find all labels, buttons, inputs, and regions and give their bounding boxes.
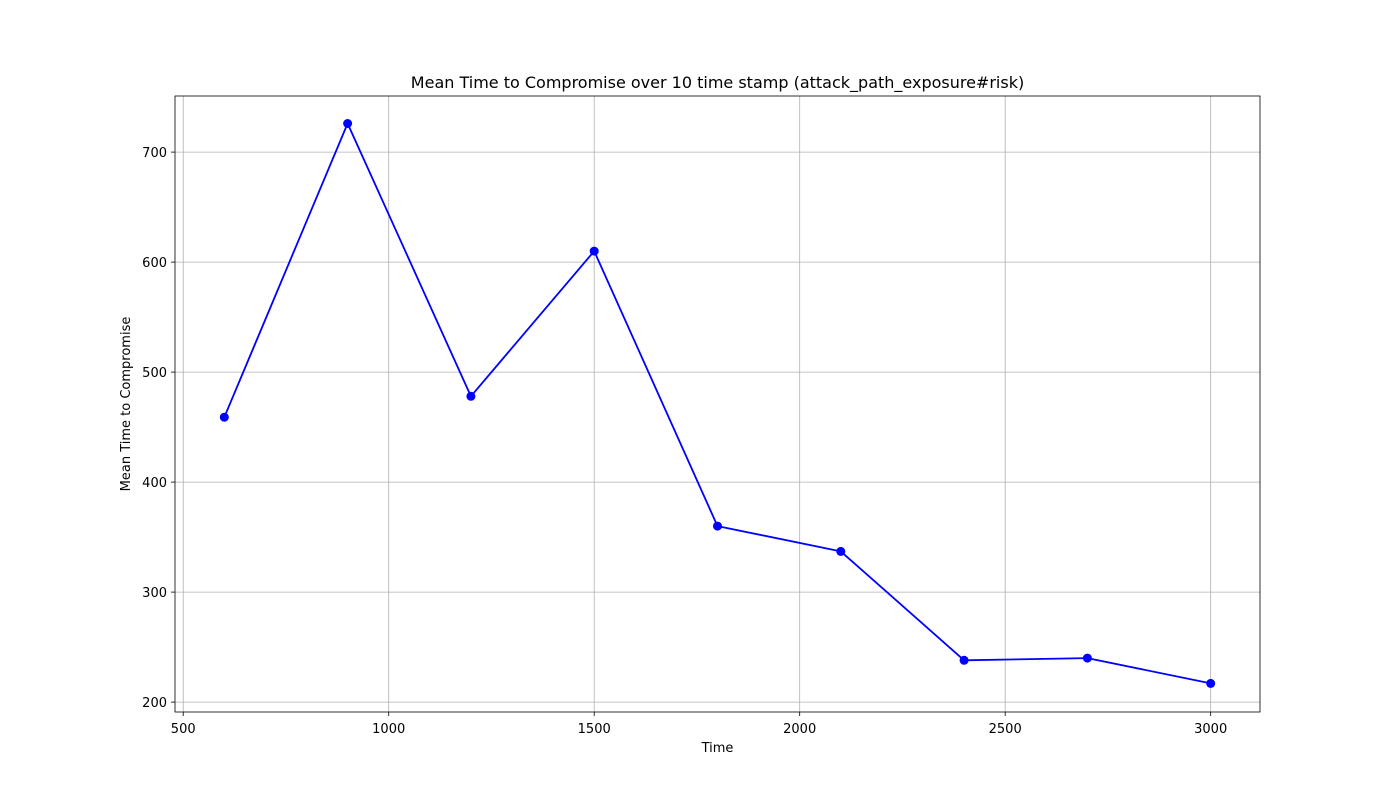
x-tick-label: 2500	[989, 722, 1022, 737]
y-tick-label: 400	[142, 476, 167, 491]
data-point	[836, 546, 846, 556]
data-point	[219, 412, 229, 422]
data-point	[589, 246, 599, 256]
y-tick-label: 300	[142, 586, 167, 601]
data-point	[713, 521, 722, 531]
y-tick-label: 500	[142, 366, 167, 381]
chart-title: Mean Time to Compromise over 10 time sta…	[411, 73, 1024, 93]
axes-frame	[174, 95, 1261, 713]
tick-layer: 500 1000 1500 2000 2500 3000 200 300 400 500 600 70…	[142, 146, 1227, 737]
x-tick-label: 1000	[372, 722, 405, 737]
y-tick-label: 700	[142, 146, 167, 161]
x-tick-label: 3000	[1194, 722, 1227, 737]
grid-layer	[175, 96, 1260, 712]
x-tick-label: 1500	[578, 722, 611, 737]
y-tick-label: 600	[142, 256, 167, 271]
data-point	[1082, 653, 1092, 663]
data-point	[343, 119, 353, 128]
series-layer	[219, 119, 1216, 688]
y-tick-label: 200	[142, 696, 167, 711]
x-axis-label: Time	[701, 741, 734, 756]
data-point	[1206, 678, 1216, 688]
series-line	[223, 122, 1211, 685]
x-tick-label: 2000	[783, 722, 816, 737]
data-point	[959, 655, 969, 665]
y-axis-label: Mean Time to Compromise	[119, 317, 134, 492]
data-point	[466, 391, 476, 401]
x-tick-label: 500	[171, 722, 196, 737]
